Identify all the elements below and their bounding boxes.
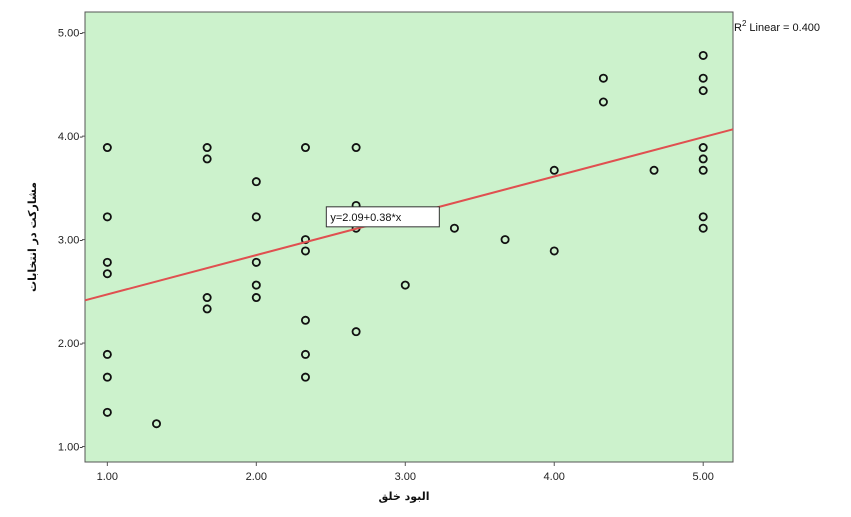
r-squared-prefix: R [734, 22, 742, 34]
y-tick-label: 5.00- [58, 28, 83, 40]
fit-equation-box [325, 206, 440, 228]
r-squared-value: Linear = 0.400 [749, 22, 820, 34]
data-point [598, 97, 608, 107]
data-point [102, 269, 112, 279]
data-point [300, 235, 310, 245]
y-tick-label: 3.00- [58, 235, 83, 247]
r-squared-superscript: 2 [742, 19, 747, 28]
data-point [251, 257, 261, 267]
data-point [300, 315, 310, 325]
data-point [202, 154, 212, 164]
data-point [300, 349, 310, 359]
data-point [102, 257, 112, 267]
data-point [102, 407, 112, 417]
data-point [549, 165, 559, 175]
data-point [698, 165, 708, 175]
data-point [698, 223, 708, 233]
data-point [698, 154, 708, 164]
y-tick-label: 2.00- [58, 338, 83, 350]
data-point [698, 212, 708, 222]
data-point [251, 177, 261, 187]
y-tick-label: 1.00- [58, 441, 83, 453]
data-point [549, 246, 559, 256]
y-axis-title: مشارکت در انتخابات [26, 182, 39, 292]
fit-equation-label: y=2.09+0.38*x [330, 212, 401, 224]
x-axis-title: البود خلق [378, 490, 429, 503]
data-point [698, 86, 708, 96]
r-squared-label: R2 Linear = 0.400 [734, 19, 820, 34]
data-point [202, 143, 212, 153]
data-point [251, 212, 261, 222]
data-point [300, 246, 310, 256]
data-point [449, 223, 459, 233]
x-tick-label: 1.00 [97, 471, 118, 483]
data-point [102, 372, 112, 382]
x-tick-label: 2.00 [246, 471, 267, 483]
x-tick-label: 4.00 [544, 471, 565, 483]
data-point [598, 73, 608, 83]
axes [82, 32, 704, 466]
data-point [300, 143, 310, 153]
x-tick-label: 3.00 [395, 471, 416, 483]
y-tick-label: 4.00- [58, 131, 83, 143]
data-point [500, 235, 510, 245]
data-point [300, 372, 310, 382]
plot-background [84, 11, 734, 463]
data-point [202, 304, 212, 314]
data-point [400, 280, 410, 290]
data-point [351, 327, 361, 337]
tick-labels: 1.00 2.00 3.00 4.00 5.00 1.00- 2.00- 3.00- 4.00-… [58, 28, 714, 483]
data-point [649, 165, 659, 175]
data-points [102, 50, 708, 429]
data-point [202, 293, 212, 303]
data-point [102, 212, 112, 222]
data-point [251, 280, 261, 290]
data-point [251, 293, 261, 303]
data-point [351, 143, 361, 153]
fit-equation: y=2.09+0.38*x [325, 206, 440, 228]
data-point [102, 349, 112, 359]
data-point [102, 143, 112, 153]
data-point [698, 143, 708, 153]
x-tick-label: 5.00 [692, 471, 713, 483]
data-point [698, 73, 708, 83]
data-point [152, 419, 162, 429]
data-point [698, 50, 708, 60]
